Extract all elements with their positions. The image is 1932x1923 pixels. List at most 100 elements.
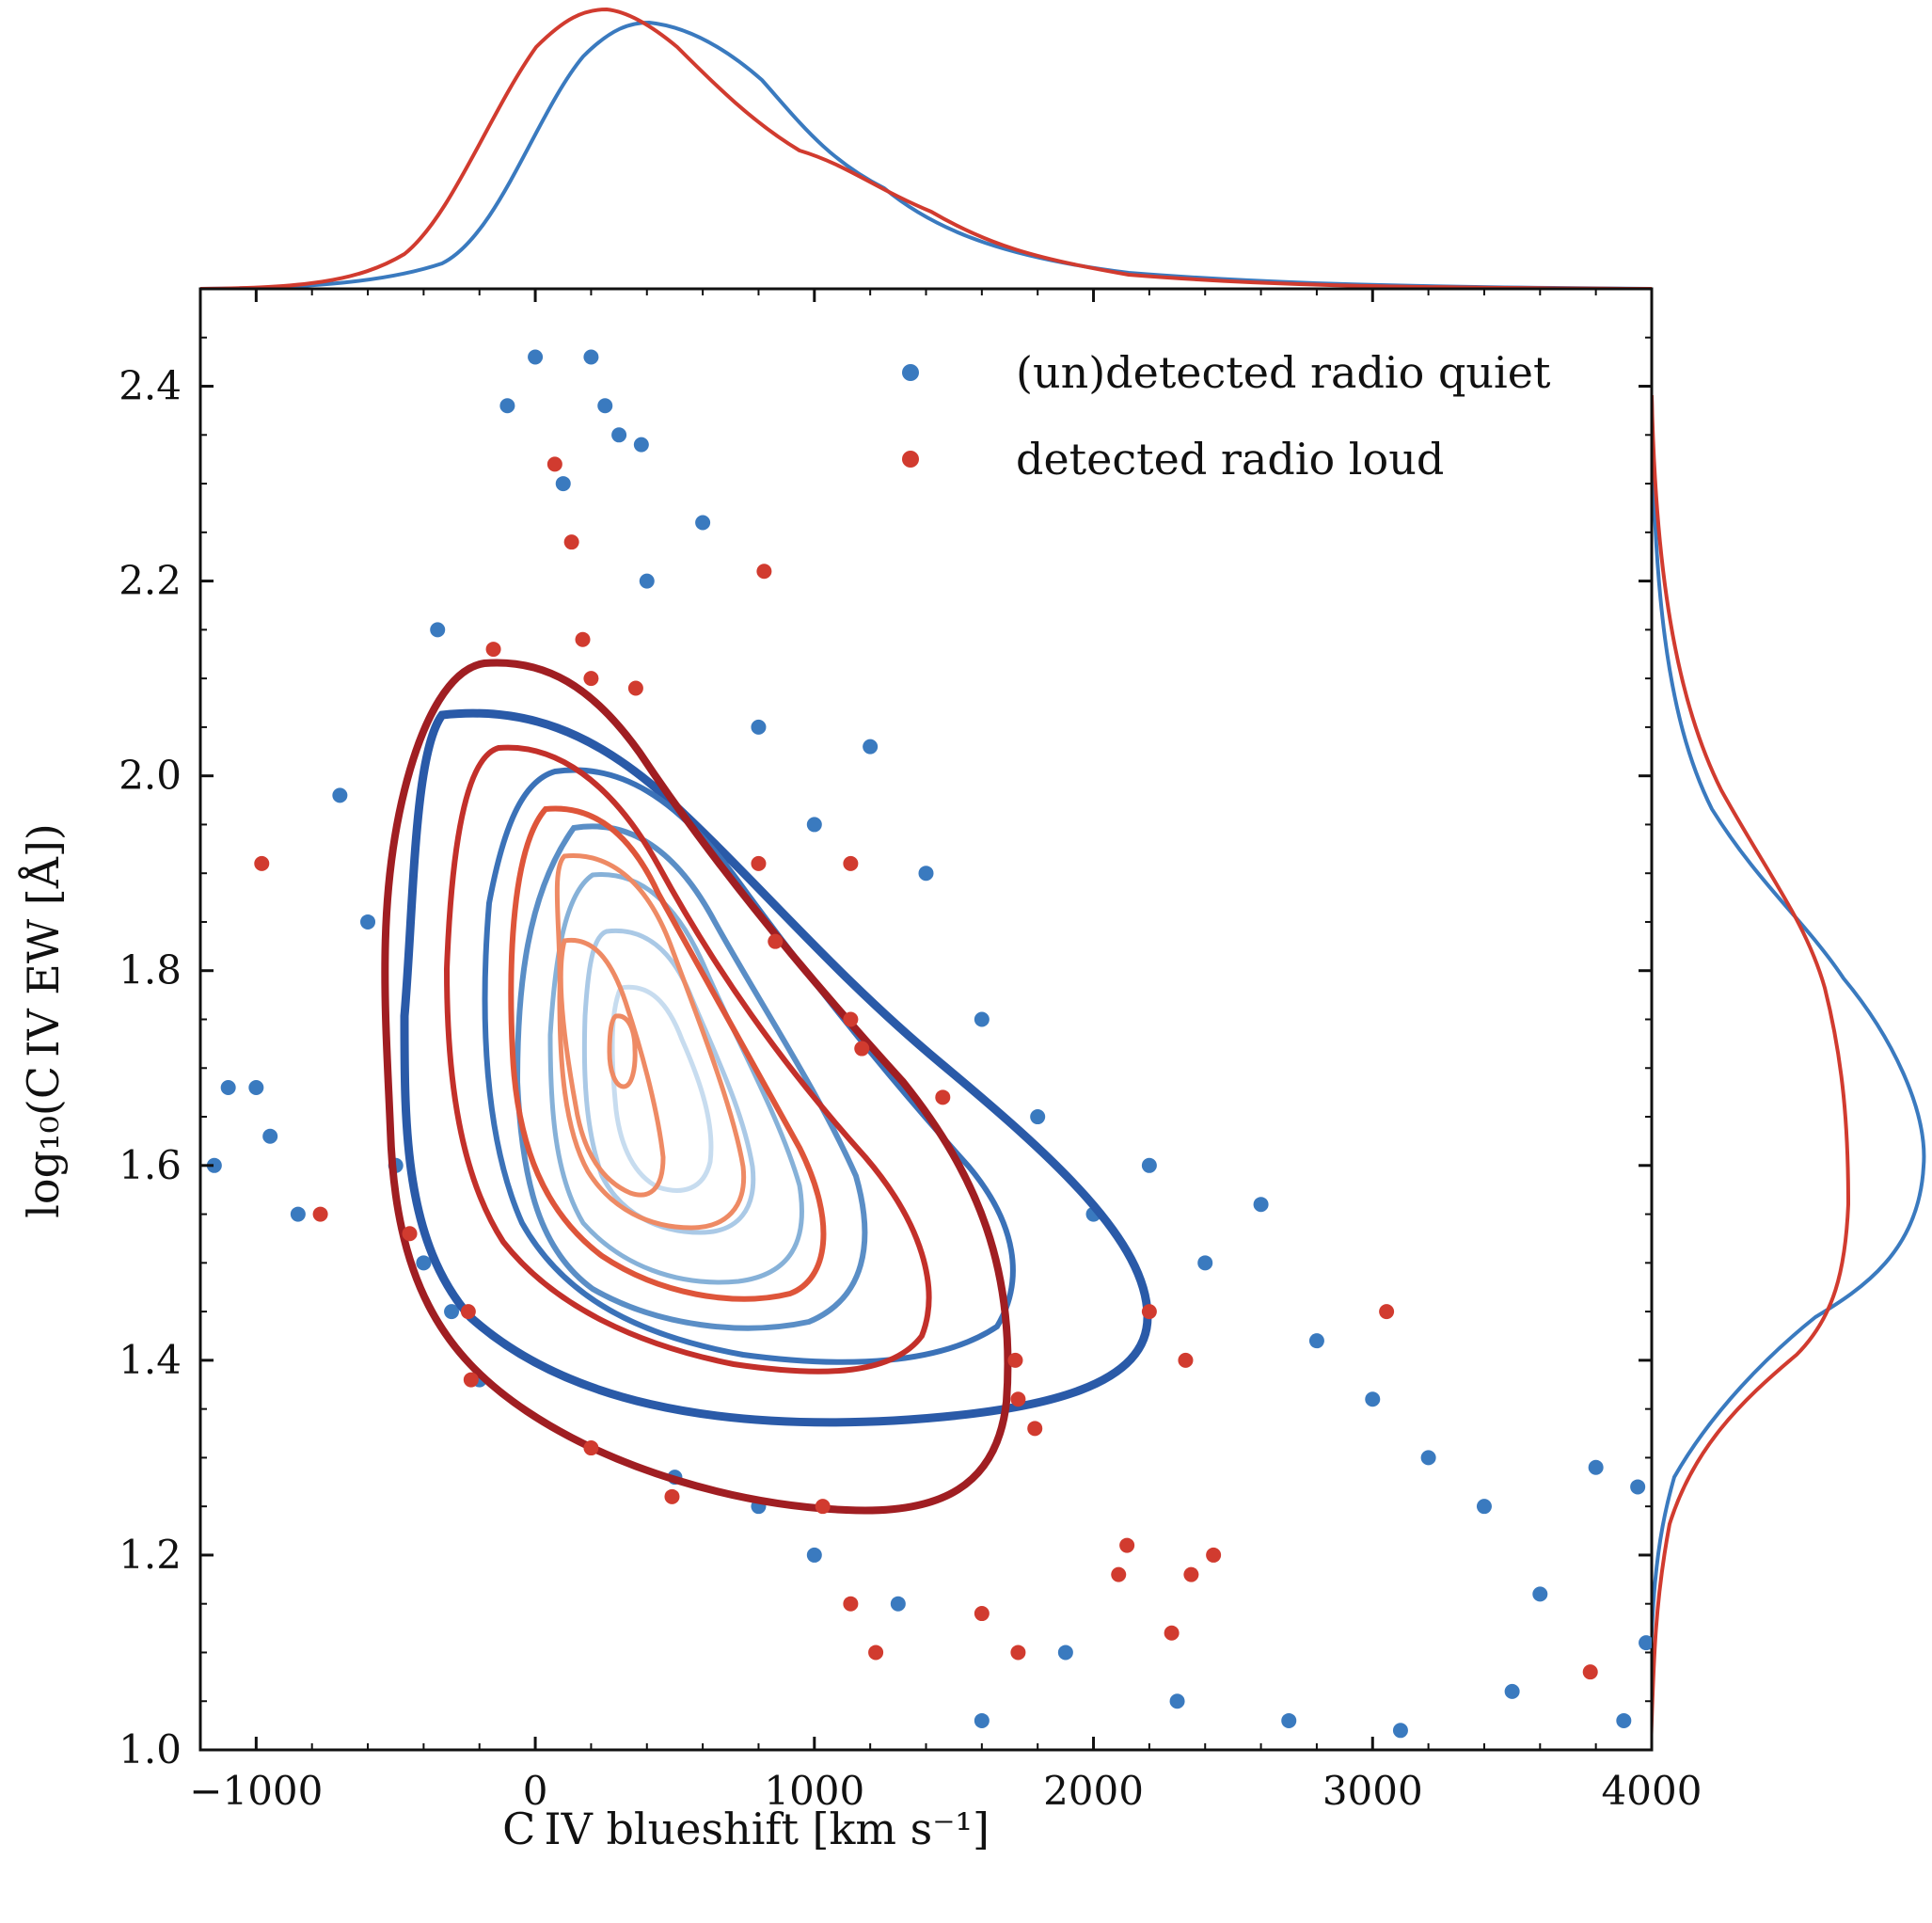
radio-quiet-point	[918, 866, 934, 882]
radio-quiet-point	[863, 739, 879, 755]
radio-quiet-point	[639, 573, 655, 589]
y-tick-label: 1.2	[119, 1532, 182, 1578]
y-tick-label: 1.4	[119, 1337, 182, 1383]
radio-loud-point	[1010, 1645, 1026, 1661]
radio-loud-points	[254, 456, 1598, 1680]
radio-loud-point	[843, 855, 859, 871]
radio-quiet-point	[695, 515, 711, 531]
radio-quiet-point	[220, 1079, 236, 1095]
legend-marker-radio-quiet	[902, 364, 919, 381]
radio-quiet-point	[1169, 1693, 1185, 1709]
top-kde-radio-loud	[199, 7, 1653, 291]
radio-loud-point	[312, 1206, 328, 1222]
x-tick-label: 4000	[1602, 1768, 1702, 1814]
radio-loud-point	[402, 1226, 418, 1242]
legend-label-radio-quiet: (un)detected radio quiet	[1016, 347, 1551, 398]
radio-loud-point	[768, 933, 784, 949]
contour-loud-level-6	[607, 1013, 638, 1089]
legend-label-radio-loud: detected radio loud	[1016, 434, 1444, 485]
radio-loud-point	[843, 1596, 859, 1612]
x-tick-label: 1000	[764, 1768, 864, 1814]
contour-quiet-level-1	[400, 708, 1152, 1427]
y-tick-label: 1.8	[119, 947, 182, 993]
radio-quiet-point	[499, 398, 515, 414]
y-axis-label: log₁₀(C IV EW [Å])	[17, 823, 69, 1218]
radio-loud-point	[583, 671, 599, 687]
radio-quiet-point	[1253, 1197, 1269, 1213]
radio-loud-point	[583, 1440, 599, 1456]
radio-loud-point	[935, 1089, 951, 1105]
x-tick-label: 0	[523, 1768, 548, 1814]
radio-quiet-point	[290, 1206, 306, 1222]
radio-quiet-point	[1476, 1499, 1492, 1515]
radio-quiet-point	[1281, 1712, 1297, 1728]
radio-quiet-point	[806, 817, 822, 833]
radio-quiet-point	[1308, 1333, 1324, 1349]
radio-loud-point	[1119, 1537, 1135, 1553]
radio-quiet-point	[1588, 1459, 1604, 1475]
radio-quiet-point	[1639, 1635, 1652, 1651]
radio-quiet-point	[1392, 1723, 1408, 1739]
right-kde-radio-quiet	[1646, 394, 1926, 1751]
radio-quiet-point	[1616, 1712, 1632, 1728]
radio-loud-point	[1206, 1547, 1222, 1563]
radio-quiet-point	[974, 1011, 990, 1027]
radio-quiet-point	[633, 437, 649, 453]
legend-marker-radio-loud	[902, 451, 919, 468]
radio-quiet-point	[1197, 1255, 1213, 1271]
contour-loud-level-3	[508, 805, 827, 1302]
radio-quiet-point	[430, 622, 446, 638]
right-kde-radio-loud	[1649, 394, 1851, 1751]
x-tick-label: 3000	[1322, 1768, 1423, 1814]
y-tick-label: 1.6	[119, 1142, 182, 1188]
radio-quiet-point	[555, 476, 571, 492]
radio-quiet-point	[1630, 1479, 1646, 1495]
contour-quiet-level-6	[610, 984, 714, 1193]
radio-loud-point	[1010, 1391, 1026, 1407]
radio-loud-point	[1007, 1352, 1023, 1368]
radio-quiet-point	[444, 1304, 460, 1320]
plot-area	[198, 287, 1654, 1752]
radio-quiet-point	[611, 427, 627, 443]
radio-quiet-point	[206, 1157, 222, 1173]
radio-quiet-point	[806, 1547, 822, 1563]
radio-loud-point	[546, 456, 562, 472]
radio-quiet-point	[1365, 1391, 1381, 1407]
right-marginal	[1646, 394, 1926, 1751]
y-tick-label: 2.0	[119, 753, 182, 799]
legend: (un)detected radio quiet detected radio …	[902, 347, 1551, 485]
radio-quiet-point	[1504, 1683, 1520, 1699]
radio-quiet-point	[597, 398, 613, 414]
x-tick-label: 2000	[1043, 1768, 1144, 1814]
radio-loud-point	[664, 1488, 680, 1504]
radio-loud-point	[751, 855, 767, 871]
contour-loud-level-5	[558, 937, 666, 1198]
radio-loud-point	[815, 1499, 831, 1515]
radio-loud-point	[563, 534, 579, 550]
radio-quiet-point	[360, 914, 376, 930]
radio-loud-point	[1379, 1304, 1395, 1320]
radio-loud-point	[460, 1304, 476, 1320]
radio-loud-point	[1164, 1625, 1180, 1641]
top-marginal	[199, 7, 1653, 291]
radio-loud-point	[868, 1645, 884, 1661]
y-tick-label: 2.2	[119, 558, 182, 604]
radio-quiet-point	[890, 1596, 906, 1612]
radio-quiet-points	[206, 349, 1652, 1739]
contour-quiet-level-4	[547, 872, 804, 1285]
radio-quiet-point	[262, 1128, 278, 1144]
radio-loud-point	[1582, 1664, 1598, 1680]
radio-quiet-point	[416, 1255, 432, 1271]
contour-loud-level-1	[381, 659, 1012, 1515]
radio-loud-point	[1178, 1352, 1194, 1368]
radio-loud-point	[627, 680, 643, 696]
radio-loud-point	[463, 1372, 479, 1388]
radio-loud-point	[254, 855, 270, 871]
radio-loud-point	[756, 564, 772, 580]
radio-loud-point	[843, 1011, 859, 1027]
radio-quiet-point	[751, 719, 767, 735]
radio-quiet-point	[1057, 1645, 1073, 1661]
radio-quiet-point	[332, 787, 348, 803]
x-axis: −1000 0 1000 2000 3000 4000	[189, 289, 1702, 1814]
